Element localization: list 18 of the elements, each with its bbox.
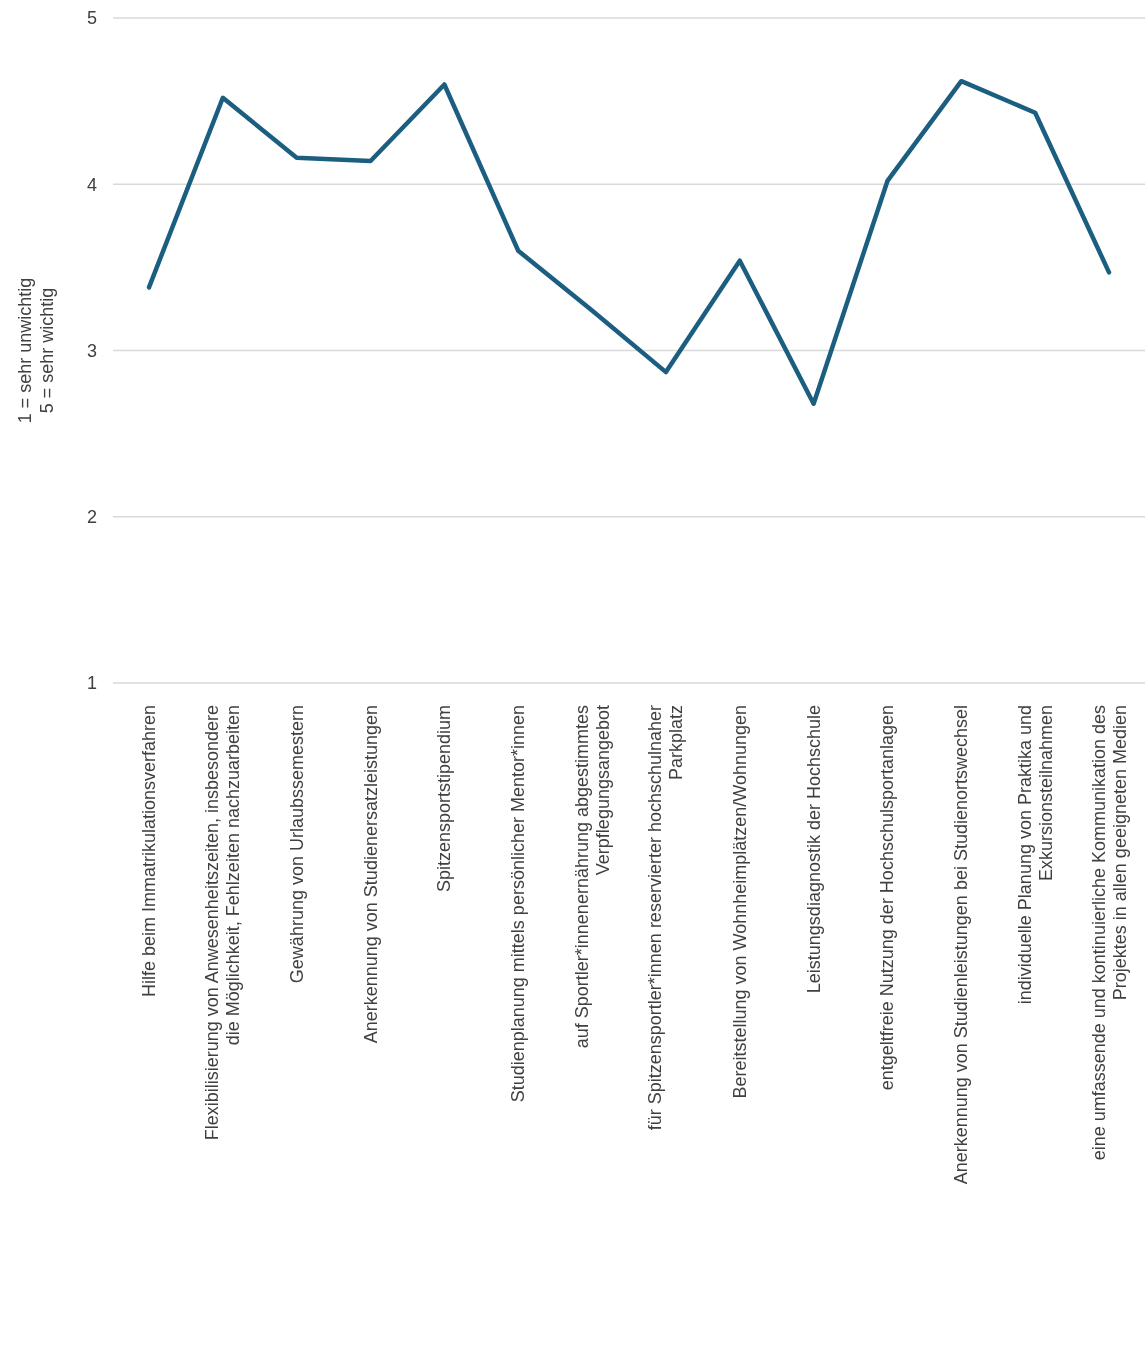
y-tick-label: 4 [86,174,97,195]
x-tick-label: Studienplanung mittels persönlicher Mentor*innen [508,705,529,1103]
x-tick-label: Leistungsdiagnostik der Hochschule [803,705,824,994]
y-tick-label: 2 [86,507,97,528]
x-tick-label: Spitzensportstipendium [434,705,455,893]
y-tick-label: 5 [86,8,97,29]
x-tick-label: entgeltfreie Nutzung der Hochschulsportanlagen [877,705,898,1091]
line-series [146,78,1112,406]
x-tick-label: Bereitstellung von Wohnheimplätzen/Wohnungen [729,705,750,1099]
x-tick-label: auf Sportler*innenernährung abgestimmtes Verpflegungsangebot [571,705,613,1049]
x-tick-label: Anerkennung von Studienleistungen bei Studienortswechsel [951,705,972,1185]
y-tick-label: 1 [86,673,97,694]
x-tick-label: Anerkennung von Studienersatzleistungen [360,705,381,1044]
x-tick-label: Gewährung von Urlaubssemestern [286,705,307,984]
x-tick-label: Hilfe beim Immatrikulationsverfahren [139,705,159,998]
y-tick-label: 3 [86,340,97,361]
y-axis-title: 1 = sehr unwichtig 5 = sehr wichtig [15,277,57,424]
x-tick-label: Flexibilisierung von Anwesenheitszeiten, insbesondere die Möglichkeit, Fehlzeiten nachzuarbeiten [202,705,244,1141]
